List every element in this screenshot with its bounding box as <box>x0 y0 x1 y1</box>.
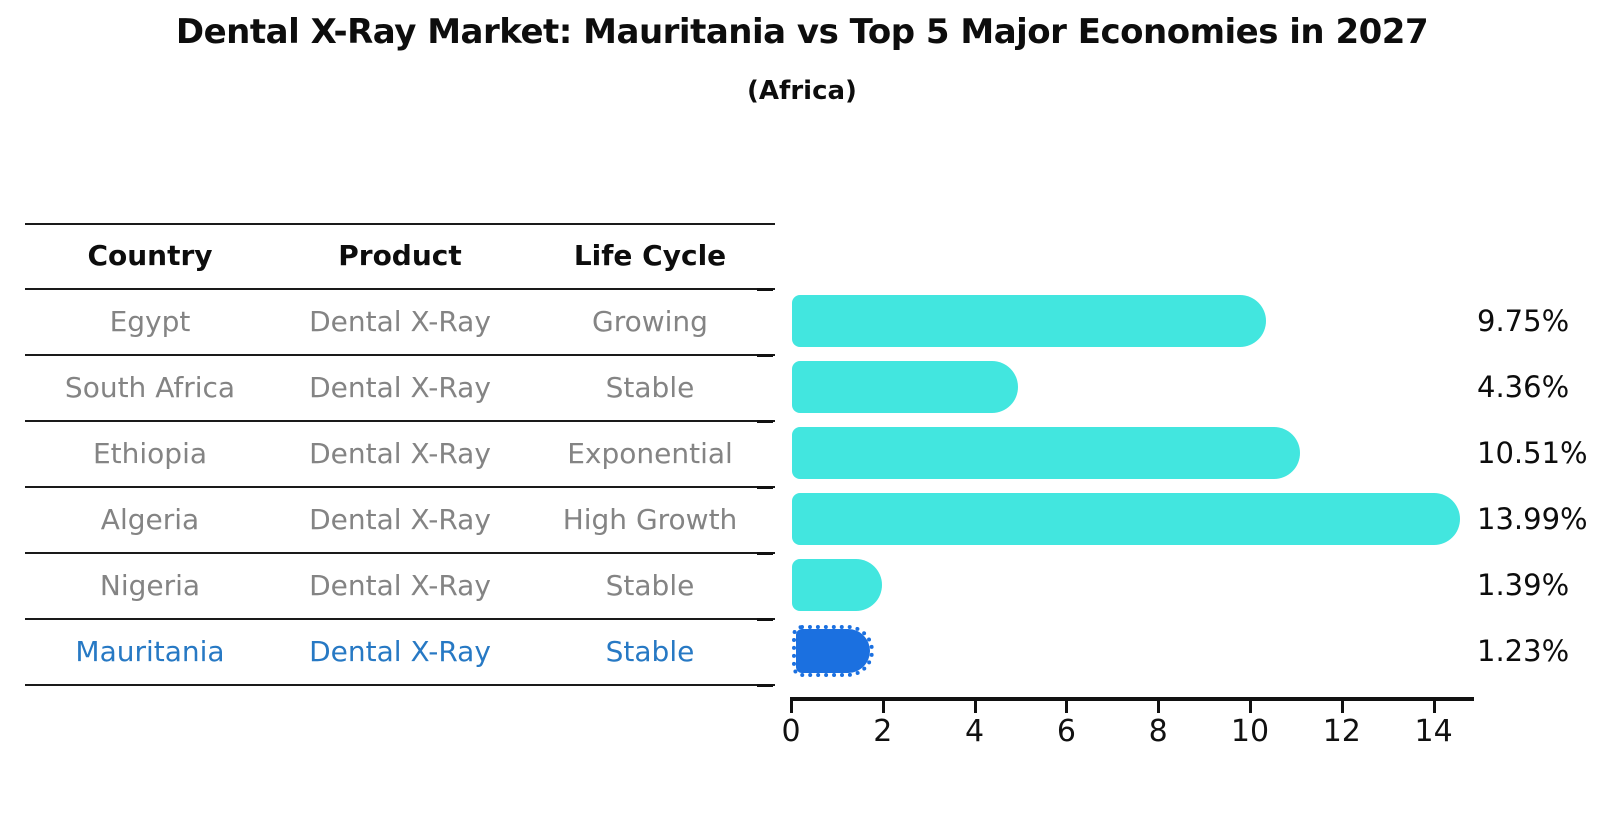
bar-value-label: 13.99% <box>1477 502 1588 536</box>
x-tick-mark <box>1249 701 1252 713</box>
x-tick-mark <box>1432 701 1436 713</box>
table-divider <box>25 618 775 620</box>
cell-product: Dental X-Ray <box>309 635 491 668</box>
table-divider <box>25 552 775 554</box>
chart-subtitle: (Africa) <box>747 76 857 106</box>
cell-life-cycle: High Growth <box>562 503 738 536</box>
x-tick-label: 0 <box>781 714 801 749</box>
bar-mauritania <box>792 625 874 677</box>
bar-value-label: 1.23% <box>1477 634 1570 668</box>
column-header-life-cycle: Life Cycle <box>573 239 727 272</box>
x-tick-mark <box>1065 701 1069 713</box>
x-tick-label: 2 <box>873 714 893 749</box>
cell-country: Egypt <box>109 305 191 338</box>
cell-life-cycle: Stable <box>605 569 695 602</box>
x-tick-label: 10 <box>1230 714 1270 749</box>
x-tick-mark <box>1340 701 1344 713</box>
y-tick-mark <box>757 420 773 423</box>
table-row: Ethiopia Dental X-Ray Exponential <box>25 421 775 487</box>
cell-life-cycle: Stable <box>605 635 695 668</box>
y-tick-mark <box>757 486 773 489</box>
table-row: Algeria Dental X-Ray High Growth <box>25 487 775 553</box>
x-tick-mark <box>790 701 793 713</box>
y-tick-mark <box>757 684 773 687</box>
table-divider <box>25 684 775 686</box>
cell-country: Mauritania <box>75 635 225 668</box>
cell-country: South Africa <box>64 371 236 404</box>
cell-country: Algeria <box>100 503 200 536</box>
bar-nigeria <box>792 559 882 611</box>
y-tick-mark <box>757 354 773 357</box>
y-tick-mark <box>757 288 773 291</box>
table-row: Egypt Dental X-Ray Growing <box>25 289 775 355</box>
x-tick-mark <box>1157 701 1161 713</box>
x-tick-mark <box>881 701 885 713</box>
cell-life-cycle: Exponential <box>567 437 733 470</box>
x-tick-label: 14 <box>1414 714 1453 749</box>
bar-south-africa <box>792 361 1018 413</box>
table-divider <box>25 420 775 422</box>
bar-algeria <box>792 493 1460 545</box>
bar-egypt <box>792 295 1266 347</box>
table-row: Nigeria Dental X-Ray Stable <box>25 553 775 619</box>
column-header-country: Country <box>87 239 213 272</box>
bar-value-label: 10.51% <box>1477 436 1588 470</box>
bar-value-label: 4.36% <box>1477 370 1570 404</box>
cell-country: Ethiopia <box>92 437 208 470</box>
table-divider <box>25 223 775 225</box>
x-tick-label: 8 <box>1148 714 1168 749</box>
y-tick-mark <box>757 618 773 621</box>
bar-value-label: 1.39% <box>1477 568 1570 602</box>
cell-life-cycle: Growing <box>592 305 708 338</box>
cell-life-cycle: Stable <box>605 371 695 404</box>
cell-country: Nigeria <box>99 569 201 602</box>
table-header-row: Country Product Life Cycle <box>25 223 775 289</box>
table-divider <box>25 288 775 290</box>
cell-product: Dental X-Ray <box>309 503 491 536</box>
cell-product: Dental X-Ray <box>309 569 491 602</box>
bar-value-label: 9.75% <box>1477 304 1570 338</box>
table-row: South Africa Dental X-Ray Stable <box>25 355 775 421</box>
x-tick-label: 4 <box>965 714 985 749</box>
x-tick-label: 6 <box>1056 714 1076 749</box>
bar-ethiopia <box>792 427 1300 479</box>
x-axis-line <box>790 697 1474 701</box>
x-tick-mark <box>973 701 977 713</box>
cell-product: Dental X-Ray <box>309 305 491 338</box>
cell-product: Dental X-Ray <box>309 437 491 470</box>
x-tick-label: 12 <box>1322 714 1361 749</box>
column-header-product: Product <box>338 239 462 272</box>
table-row: Mauritania Dental X-Ray Stable <box>25 619 775 685</box>
table-divider <box>25 354 775 356</box>
table-divider <box>25 486 775 488</box>
cell-product: Dental X-Ray <box>309 371 491 404</box>
y-tick-mark <box>757 552 773 555</box>
chart-title: Dental X-Ray Market: Mauritania vs Top 5… <box>175 12 1429 52</box>
